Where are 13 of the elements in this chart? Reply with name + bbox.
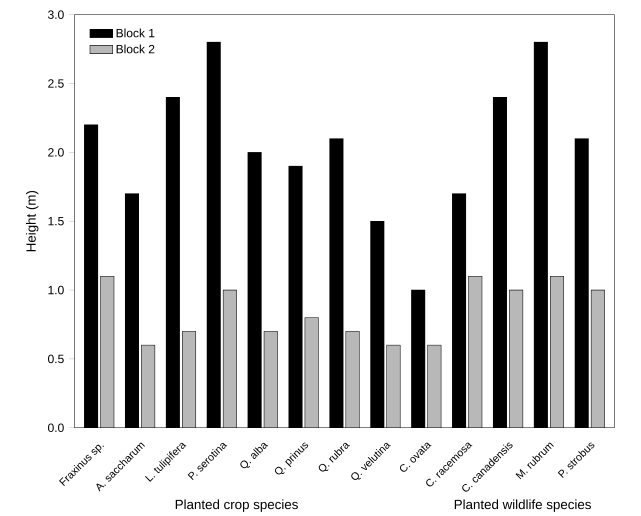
x-tick-label: Q. alba [240, 442, 268, 468]
y-tick-label: 2.5 [48, 79, 64, 88]
y-tick-label: 3.0 [48, 10, 64, 20]
y-axis-title: Height (m) [26, 191, 38, 252]
text: Planted wildlife species [454, 500, 591, 512]
y-tick-label: 2.0 [48, 148, 64, 157]
y-tick-label: 0.5 [48, 354, 64, 364]
y-tick-label: 1.5 [48, 217, 64, 226]
legend-label: Block 2 [116, 44, 154, 54]
legend-label: Block 1 [116, 28, 154, 38]
y-tick-label: 0.0 [48, 424, 64, 432]
text: Planted crop species [176, 500, 298, 512]
y-tick-label: 1.0 [48, 286, 64, 294]
